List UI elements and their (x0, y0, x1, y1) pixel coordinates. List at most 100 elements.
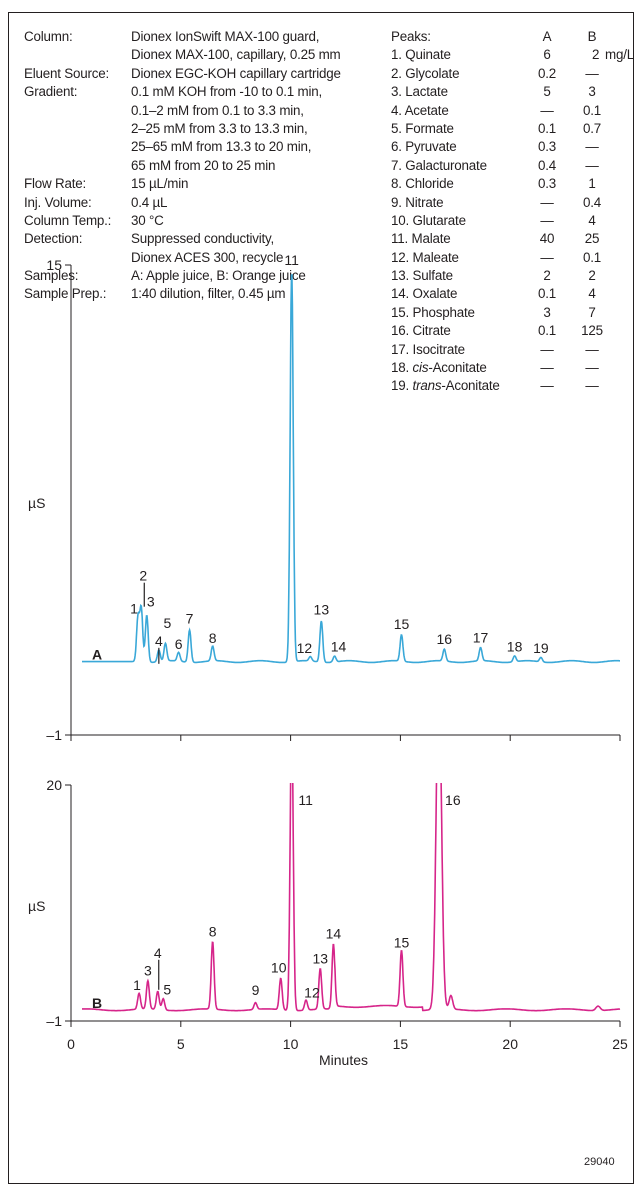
peak-row: 7. Galacturonate 0.4 — (391, 157, 641, 175)
chromatogram-trace (82, 783, 621, 1012)
x-tick-label: 5 (177, 1036, 185, 1052)
peak-name-text: Galacturonate (405, 157, 487, 173)
peak-label: 1 (130, 601, 138, 617)
peak-number: 9. (391, 194, 406, 210)
condition-label: Eluent Source: (24, 65, 110, 81)
peak-name-text: Glutarate (412, 212, 466, 228)
peak-name: 11. Malate (391, 230, 451, 248)
peak-number: 16. (391, 323, 413, 339)
condition-value: Dionex ACES 300, recycle (131, 249, 284, 265)
peak-label: 11 (298, 792, 313, 808)
peak-name: 10. Glutarate (391, 212, 466, 230)
peak-name-text: Phosphate (412, 304, 475, 320)
peak-label: 19 (533, 640, 549, 656)
peak-name: 12. Maleate (391, 249, 459, 267)
peak-row: 3. Lactate 5 3 (391, 83, 641, 101)
peak-row: 15. Phosphate 3 7 (391, 304, 641, 322)
y-tick-label: 20 (46, 777, 62, 793)
x-tick-label: 0 (67, 1036, 75, 1052)
peak-name-text: Chloride (405, 176, 454, 192)
peak-name: 18. cis-Aconitate (391, 359, 487, 377)
condition-value: 25–65 mM from 13.3 to 20 min, (131, 139, 312, 155)
peak-name-text: -Aconitate (441, 378, 500, 394)
peak-number: 5. (391, 120, 406, 136)
peak-row: 4. Acetate — 0.1 (391, 102, 641, 120)
peak-name: 6. Pyruvate (391, 138, 457, 156)
peak-label: 9 (252, 982, 260, 998)
condition-label: Sample Prep.: (24, 286, 107, 302)
peak-name: 1. Quinate (391, 46, 451, 64)
peak-label: 17 (473, 629, 489, 645)
peak-value-a: 0.1 (537, 286, 556, 302)
peaks-table: Peaks: A B 1. Quinate 6 2 mg/L 2. Glycolate 0.2 —… (391, 28, 641, 396)
peak-label: 15 (394, 935, 410, 951)
peak-name: 2. Glycolate (391, 65, 460, 83)
peak-label: 8 (209, 630, 217, 646)
peak-name-text: Nitrate (405, 194, 444, 210)
condition-value: A: Apple juice, B: Orange juice (131, 268, 306, 284)
peak-value-b: 25 (584, 231, 600, 247)
condition-value: 2–25 mM from 3.3 to 13.3 min, (131, 120, 308, 136)
chromatogram-trace (82, 273, 620, 664)
peak-value-a: 2 (543, 268, 551, 284)
peak-row: 10. Glutarate — 4 (391, 212, 641, 230)
peak-row: 19. trans-Aconitate — — (391, 377, 641, 395)
peak-name: 15. Phosphate (391, 304, 475, 322)
peak-name: 14. Oxalate (391, 285, 457, 303)
peak-value-b: 2 (588, 268, 596, 284)
condition-value: 0.1–2 mM from 0.1 to 3.3 min, (131, 102, 304, 118)
peak-label: 2 (139, 568, 147, 584)
peak-name-text: Malate (411, 231, 451, 247)
y-tick-label: –1 (46, 1013, 62, 1029)
peak-value-a: — (540, 378, 554, 394)
peak-name: 4. Acetate (391, 102, 449, 120)
peak-row: 2. Glycolate 0.2 — (391, 65, 641, 83)
peak-value-b: — (585, 341, 599, 357)
x-tick-label: 20 (502, 1036, 518, 1052)
peak-name-text: -Aconitate (428, 360, 487, 376)
peak-label: 12 (304, 985, 320, 1001)
y-tick-label: 15 (46, 257, 62, 273)
peak-label: 4 (154, 945, 162, 961)
peak-value-b: 0.1 (582, 102, 601, 118)
peak-value-a: — (540, 194, 554, 210)
peak-number: 17. (391, 341, 413, 357)
peak-row: 8. Chloride 0.3 1 (391, 175, 641, 193)
condition-value: Dionex EGC-KOH capillary cartridge (131, 65, 341, 81)
x-tick-label: 25 (612, 1036, 628, 1052)
peak-number: 10. (391, 212, 413, 228)
peak-name-text: Maleate (412, 249, 459, 265)
peak-name: 9. Nitrate (391, 194, 444, 212)
condition-value: 0.4 µL (131, 194, 168, 210)
peak-value-a: 0.1 (537, 323, 556, 339)
x-axis-label: Minutes (319, 1052, 368, 1068)
peak-label: 6 (175, 636, 183, 652)
condition-value: 30 °C (131, 212, 164, 228)
peak-name-text: Formate (405, 120, 454, 136)
condition-value: Dionex IonSwift MAX-100 guard, (131, 29, 320, 44)
condition-label: Samples: (24, 268, 79, 284)
peak-name-text: Oxalate (412, 286, 458, 302)
peak-row: 11. Malate 40 25 (391, 230, 641, 248)
peak-value-b: 0.7 (582, 120, 601, 136)
condition-value: 1:40 dilution, filter, 0.45 µm (131, 286, 286, 302)
peak-value-a: 0.3 (537, 139, 556, 155)
peak-value-b: — (585, 139, 599, 155)
peak-value-b: 3 (588, 84, 596, 100)
peak-value-b: — (585, 65, 599, 81)
peak-number: 3. (391, 84, 406, 100)
x-tick-label: 10 (283, 1036, 299, 1052)
peak-value-a: 40 (539, 231, 555, 247)
figure-frame (8, 12, 634, 1184)
x-tick-label: 15 (393, 1036, 409, 1052)
peak-name-text: Acetate (404, 102, 449, 118)
peak-label: 15 (394, 616, 410, 632)
peak-label: 18 (507, 639, 523, 655)
peak-number: 18. (391, 360, 413, 376)
peak-row: 9. Nitrate — 0.4 (391, 194, 641, 212)
peak-value-b: — (585, 378, 599, 394)
peak-name-text: Glycolate (405, 65, 460, 81)
peak-value-b: — (585, 157, 599, 173)
